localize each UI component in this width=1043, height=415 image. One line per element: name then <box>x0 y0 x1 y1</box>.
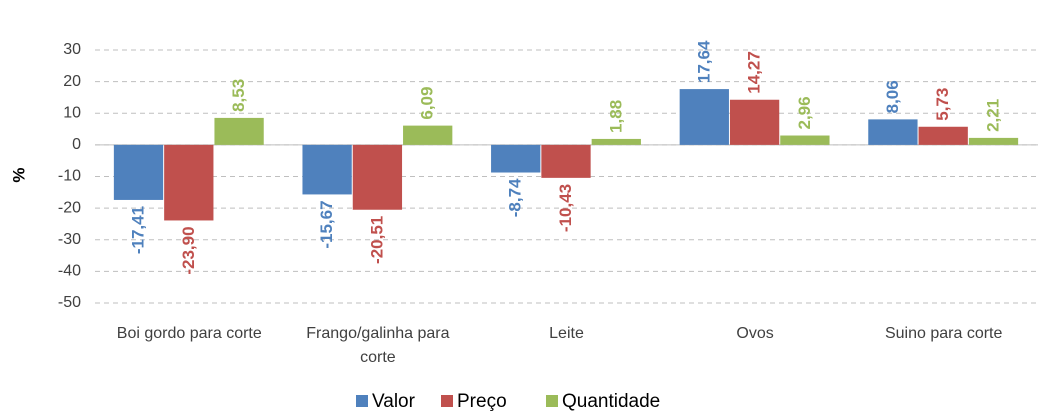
legend-label: Preço <box>457 391 507 412</box>
x-tick-label: Boi gordo para corte <box>116 325 262 342</box>
bar <box>780 135 830 145</box>
bar <box>302 144 352 195</box>
x-tick-label: Suino para corte <box>884 325 1003 342</box>
bar <box>113 144 164 200</box>
data-label: -10,43 <box>556 184 575 232</box>
bar <box>403 125 453 145</box>
data-label: 5,73 <box>933 88 952 121</box>
y-tick-label: 0 <box>72 136 81 153</box>
legend-label: Quantidade <box>562 391 660 412</box>
bar <box>214 117 264 145</box>
data-label: 8,06 <box>883 80 902 113</box>
data-label: -23,90 <box>179 226 198 274</box>
y-tick-label: -50 <box>58 294 81 311</box>
x-tick-label: Frango/galinha para corte <box>306 325 450 366</box>
y-tick-label: 20 <box>63 73 81 90</box>
bar <box>541 144 591 178</box>
bar <box>591 138 641 145</box>
y-tick-label: -30 <box>58 231 81 248</box>
x-tick-label: Ovos <box>736 325 774 342</box>
data-label: 1,88 <box>606 100 625 133</box>
x-tick-label: Leite <box>549 325 584 342</box>
data-label: -8,74 <box>506 178 525 217</box>
y-tick-label: -40 <box>58 263 81 280</box>
data-label: 14,27 <box>745 51 764 94</box>
data-label: 2,21 <box>983 99 1002 132</box>
data-label: -17,41 <box>128 206 147 254</box>
data-label: -15,67 <box>317 200 336 248</box>
legend-label: Valor <box>372 391 416 412</box>
data-label: 8,53 <box>229 79 248 112</box>
bar <box>352 144 403 210</box>
legend-swatch <box>546 395 558 407</box>
bar <box>164 144 214 221</box>
y-tick-label: 10 <box>63 104 81 121</box>
bar <box>968 137 1019 145</box>
data-label: -20,51 <box>367 216 386 264</box>
bar <box>868 119 918 145</box>
legend-swatch <box>441 395 453 407</box>
bar <box>729 99 780 145</box>
y-axis-title: % <box>9 167 28 182</box>
bar <box>918 126 968 145</box>
bar <box>491 144 541 173</box>
y-tick-label: 30 <box>63 41 81 58</box>
y-tick-label: -10 <box>58 168 81 185</box>
data-label: 17,64 <box>694 40 713 83</box>
data-label: 6,09 <box>418 87 437 120</box>
legend-swatch <box>356 395 368 407</box>
bar <box>679 89 729 145</box>
y-tick-label: -20 <box>58 199 81 216</box>
data-label: 2,96 <box>795 96 814 129</box>
